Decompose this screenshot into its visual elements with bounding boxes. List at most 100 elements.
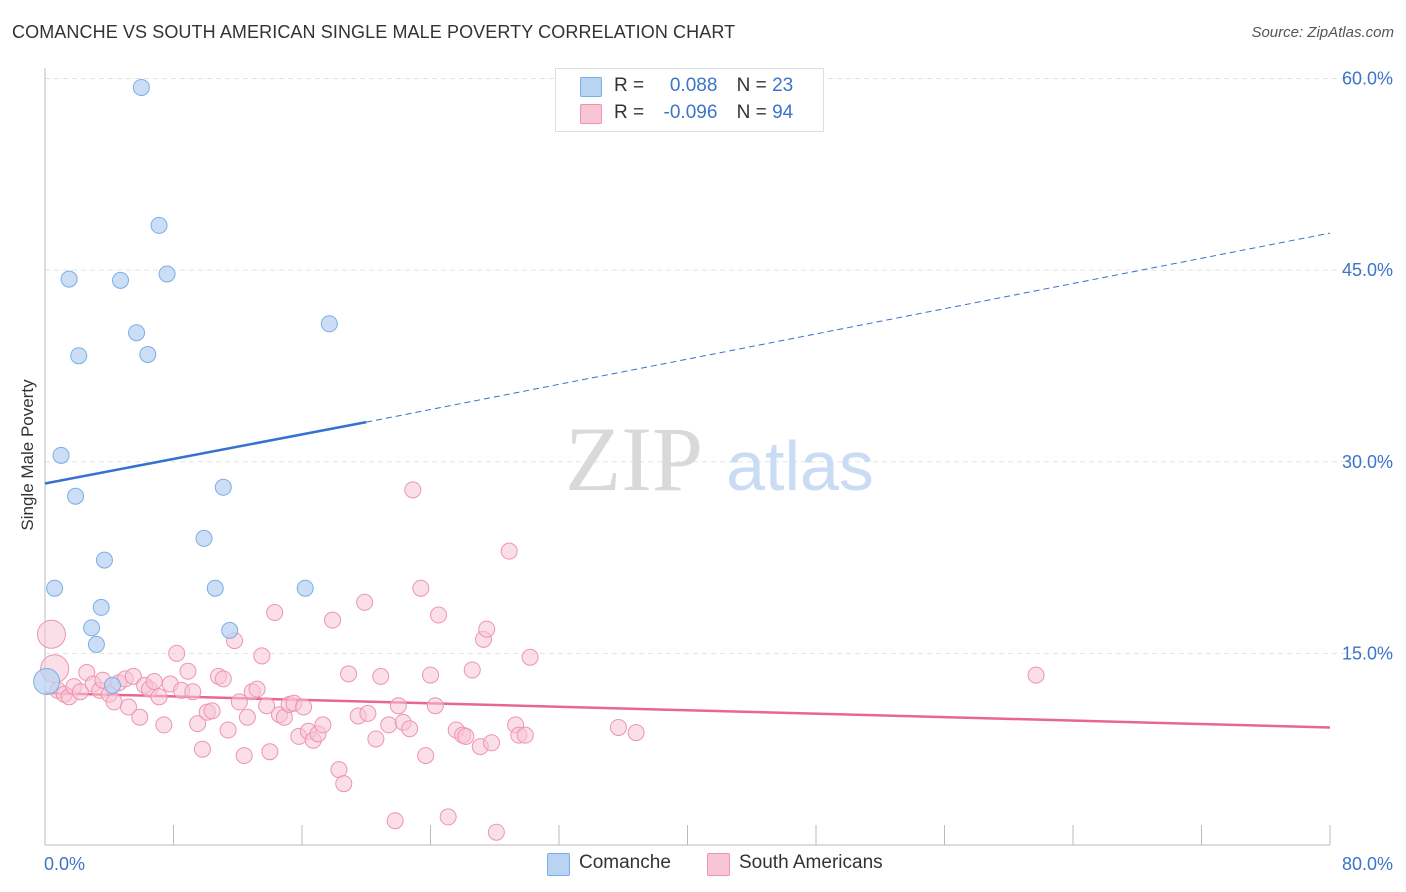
trend-lines: [44, 232, 1331, 729]
south-americans-point: [203, 702, 221, 720]
south-americans-point: [367, 730, 385, 748]
south-americans-point: [478, 620, 496, 638]
legend-n-label: N =: [736, 75, 767, 96]
comanche-point: [206, 579, 224, 597]
y-tick-label: 45.0%: [1342, 260, 1393, 280]
south-americans-point: [261, 743, 279, 761]
south-americans-point: [131, 708, 149, 726]
comanche-point: [195, 529, 213, 547]
south-americans-point: [457, 727, 475, 745]
south-americans-point: [219, 721, 237, 739]
south-americans-point: [422, 666, 439, 684]
south-americans-point: [386, 812, 404, 830]
south-americans-point: [609, 718, 627, 736]
south-americans-point: [124, 667, 142, 685]
comanche-point: [92, 598, 110, 616]
south-americans-point: [184, 683, 202, 701]
south-americans-point: [179, 662, 197, 680]
south-americans-point: [120, 698, 138, 716]
south-americans-point: [372, 667, 390, 685]
y-tick-label: 30.0%: [1342, 452, 1393, 472]
south-americans-point: [150, 688, 168, 706]
south-americans-point: [340, 665, 358, 683]
comanche-point: [158, 265, 176, 283]
south-americans-trend-line: [44, 691, 1331, 729]
comanche-point: [87, 635, 105, 653]
comanche-point: [132, 78, 150, 96]
south-americans-point: [235, 747, 253, 765]
south-americans-point: [258, 697, 276, 715]
comanche-point: [83, 619, 101, 637]
comanche-point: [111, 271, 129, 289]
legend-r-label: R =: [614, 75, 645, 96]
south-americans-point: [214, 670, 232, 688]
south-americans-point: [295, 698, 313, 716]
watermark: ZIP atlas: [565, 408, 874, 510]
comanche-point: [320, 315, 338, 333]
comanche-trend-extension: [366, 232, 1331, 423]
south-americans-point: [401, 720, 419, 738]
south-americans-point: [439, 808, 457, 826]
south-americans-point: [105, 693, 123, 711]
south-americans-point: [463, 661, 481, 679]
south-americans-point: [266, 603, 284, 621]
south-americans-point: [168, 644, 186, 662]
legend-n-value: 94: [772, 102, 794, 123]
south-americans-point: [426, 697, 444, 715]
legend-r-value: 0.088: [669, 75, 718, 96]
comanche-point: [67, 487, 85, 505]
comanche-point: [33, 667, 61, 695]
south-americans-point: [356, 593, 374, 611]
axes: [44, 68, 1331, 846]
south-americans-point: [248, 680, 266, 698]
watermark-zip: ZIP: [565, 408, 703, 510]
comanche-point: [296, 579, 314, 597]
south-americans-point: [389, 697, 407, 715]
comanche-point: [103, 676, 121, 694]
comanche-point: [128, 324, 146, 342]
grid-lines: [45, 78, 1392, 654]
comanche-point: [95, 551, 113, 569]
y-tick-label: 60.0%: [1342, 69, 1393, 89]
south-americans-point: [412, 579, 430, 597]
south-americans-point: [417, 747, 435, 765]
y-tick-label: 15.0%: [1342, 643, 1393, 663]
comanche-swatch: [547, 853, 570, 876]
data-points: [33, 78, 1045, 841]
south-americans-point: [516, 726, 534, 744]
legend-r-label: R =: [614, 102, 645, 123]
comanche-point: [52, 446, 70, 464]
south-americans-point: [36, 619, 66, 649]
tick-labels: 15.0% 30.0% 45.0% 60.0% 0.0% 80.0%: [44, 69, 1393, 875]
south-americans-swatch: [707, 853, 730, 876]
south-americans-point: [487, 823, 505, 841]
legend-r-value: -0.096: [663, 102, 718, 123]
comanche-point: [139, 345, 157, 363]
south-americans-point: [230, 693, 248, 711]
south-americans-point: [155, 716, 173, 734]
south-americans-point: [335, 775, 353, 793]
south-americans-point: [253, 647, 271, 665]
south-americans-point: [521, 648, 539, 666]
watermark-atlas: atlas: [726, 427, 874, 505]
south-americans-legend-label: South Americans: [739, 852, 883, 873]
comanche-trend-line: [44, 420, 367, 485]
south-americans-point: [627, 724, 645, 742]
comanche-point: [46, 579, 64, 597]
x-tick-label: 80.0%: [1342, 854, 1393, 874]
x-tick-label: 0.0%: [44, 854, 85, 874]
comanche-point: [70, 347, 88, 365]
comanche-swatch: [580, 77, 602, 97]
south-americans-point: [1027, 666, 1045, 684]
south-americans-point: [189, 715, 207, 733]
comanche-point: [60, 270, 78, 288]
south-americans-point: [193, 740, 211, 758]
south-americans-point: [238, 708, 256, 726]
south-americans-swatch: [580, 104, 602, 124]
south-americans-point: [314, 716, 332, 734]
comanche-point: [214, 478, 232, 496]
source-label: Source: ZipAtlas.com: [1251, 24, 1394, 41]
south-americans-point: [324, 611, 342, 629]
south-americans-point: [145, 672, 163, 690]
